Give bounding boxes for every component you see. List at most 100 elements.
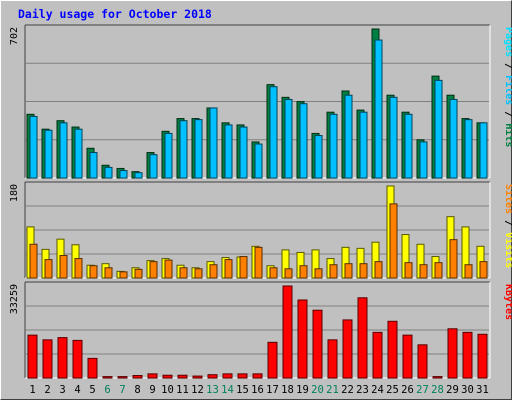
bar-kbytes [147,373,158,379]
bar-kbytes-day-26 [402,334,413,379]
chart-title: Daily usage for October 2018 [18,7,212,21]
bar-kbytes-day-14 [222,373,233,379]
bar-files [29,115,38,179]
bar-files [149,154,158,179]
legend-middle: Sites / Visits [503,184,512,268]
bar-kbytes [177,374,188,379]
bar-sites-day-28 [434,262,443,279]
x-tick-label: 14 [221,384,234,396]
x-tick-label: 24 [371,384,384,396]
bar-sites [59,255,68,279]
bar-sites-day-22 [344,263,353,279]
panel-middle: 180 Sites / Visits [9,181,512,279]
bar-kbytes [432,376,443,379]
bar-sites [239,256,248,279]
bar-sites-day-13 [209,264,218,279]
bar-kbytes-day-5 [87,357,98,379]
bar-kbytes [87,357,98,379]
bar-files [419,141,428,179]
bar-kbytes-day-30 [462,331,473,379]
bar-kbytes-day-16 [252,373,263,379]
bar-sites-day-18 [284,268,293,279]
bar-sites-day-16 [254,246,263,279]
bar-kbytes-day-12 [192,375,203,379]
bar-files-day-11 [179,120,188,179]
bar-sites-day-1 [29,243,38,279]
x-tick-label: 7 [119,384,125,396]
bar-files-day-24 [374,39,383,179]
bar-files-day-26 [404,113,413,179]
bar-files [104,166,113,179]
bar-kbytes [447,328,458,379]
x-tick-label: 10 [161,384,174,396]
bar-sites-day-29 [449,239,458,279]
bar-sites [29,243,38,279]
bar-files-day-3 [59,122,68,179]
bar-sites [314,268,323,279]
panel-top: 702 Pages / Files / Hits [9,24,512,179]
bar-files [59,122,68,179]
bar-files [359,111,368,179]
bar-files [74,128,83,179]
bar-files [329,113,338,179]
bar-kbytes-day-24 [372,331,383,379]
bar-files-day-31 [479,122,488,179]
bar-files-day-13 [209,107,218,179]
bar-files-day-20 [314,135,323,179]
x-tick-label: 6 [104,384,110,396]
bar-kbytes-day-3 [57,337,68,379]
legend-item-kbytes: KBytes [503,284,512,320]
bar-sites [44,259,53,279]
bar-files-day-29 [449,98,458,179]
bar-files [314,135,323,179]
bar-sites-day-10 [164,259,173,279]
bar-kbytes-day-8 [132,375,143,379]
bar-sites [344,263,353,279]
bar-sites-day-8 [134,268,143,279]
x-tick-label: 13 [206,384,219,396]
bar-sites-day-23 [359,263,368,279]
bar-sites-day-3 [59,255,68,279]
bar-sites [329,264,338,279]
bar-files-day-25 [389,96,398,179]
bar-kbytes [342,319,353,379]
x-tick-label: 12 [191,384,204,396]
bar-kbytes-day-4 [72,339,83,379]
x-tick-label: 22 [341,384,354,396]
bar-sites [299,265,308,279]
legend-item-pages: Pages [503,27,512,57]
legend-item-hits: Hits [503,123,512,147]
bar-kbytes [402,334,413,379]
x-tick-label: 5 [89,384,95,396]
bar-sites [134,268,143,279]
bar-files [164,132,173,179]
x-tick-label: 28 [431,384,444,396]
bar-kbytes-day-7 [117,376,128,379]
legend-item-files: Files [503,75,512,105]
bar-kbytes-day-17 [267,341,278,379]
bar-sites-day-12 [194,268,203,279]
bar-sites-day-20 [314,268,323,279]
bar-kbytes [252,373,263,379]
bar-kbytes [72,339,83,379]
bar-sites [464,264,473,279]
bar-sites [74,258,83,279]
x-tick-label: 9 [149,384,155,396]
bar-sites-day-15 [239,256,248,279]
bar-files [119,170,128,179]
bar-files [374,39,383,179]
x-tick-label: 23 [356,384,369,396]
bar-kbytes [312,309,323,379]
max-label-top: 702 [9,27,20,45]
x-tick-label: 25 [386,384,399,396]
bar-sites [479,261,488,279]
bar-files [389,96,398,179]
x-tick-label: 3 [59,384,65,396]
bar-kbytes [327,339,338,379]
bar-sites [89,265,98,279]
bar-sites-day-11 [179,267,188,279]
bar-files-day-19 [299,103,308,179]
bar-sites-day-24 [374,261,383,279]
bar-sites-day-2 [44,259,53,279]
bar-files-day-9 [149,154,158,179]
